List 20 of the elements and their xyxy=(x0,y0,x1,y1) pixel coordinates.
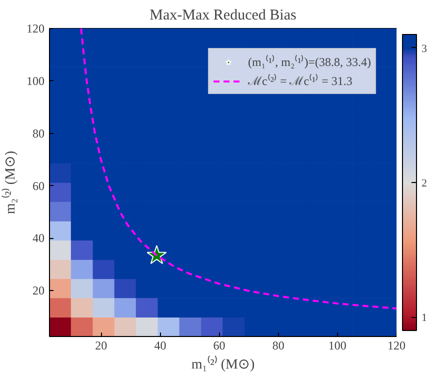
y-tick-label: 80 xyxy=(32,126,44,140)
y-axis-title: m₂⁽²⁾ (M⊙) xyxy=(2,150,18,214)
x-axis-title: m₁⁽²⁾ (M⊙) xyxy=(191,356,255,372)
legend-label: (m₁⁽¹⁾, m₂⁽¹⁾)=(38.8, 33.4) xyxy=(248,54,371,70)
x-tick-label: 20 xyxy=(95,338,108,352)
y-tick-label: 20 xyxy=(32,284,44,298)
color-bar-label: 3 xyxy=(422,42,428,55)
x-tick-label: 100 xyxy=(328,338,346,352)
x-tick-label: 40 xyxy=(154,338,166,352)
y-tick-label: 40 xyxy=(32,231,44,246)
x-tick-label: 60 xyxy=(213,338,226,352)
x-tick-label: 120 xyxy=(388,338,406,352)
y-tick-label: 120 xyxy=(26,22,44,36)
y-tick-label: 100 xyxy=(26,74,44,88)
color-bar-label: 2 xyxy=(422,178,427,190)
color-bar-label: 1 xyxy=(422,312,427,324)
x-tick-label: 80 xyxy=(272,338,284,352)
legend-label: ℳc⁽²⁾ = ℳc⁽¹⁾ = 31.3 xyxy=(248,73,352,89)
y-tick-label: 60 xyxy=(32,178,44,193)
chart-title: Max-Max Reduced Bias xyxy=(150,8,296,24)
